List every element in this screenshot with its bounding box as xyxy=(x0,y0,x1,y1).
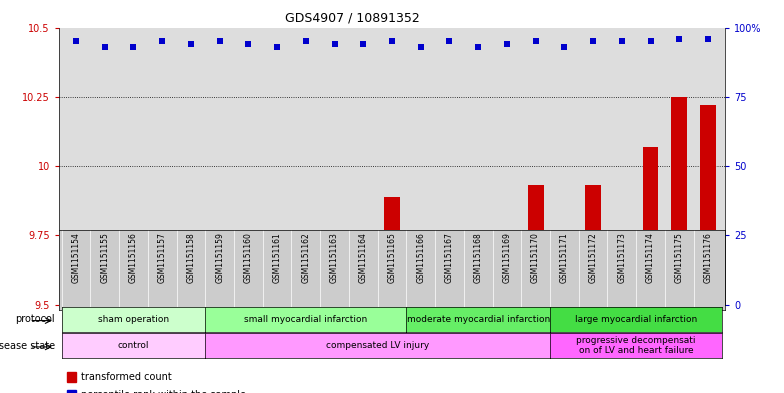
Text: GSM1151167: GSM1151167 xyxy=(445,232,454,283)
Text: GSM1151162: GSM1151162 xyxy=(301,232,310,283)
Text: sham operation: sham operation xyxy=(98,315,169,324)
Text: GSM1151173: GSM1151173 xyxy=(617,232,626,283)
Bar xyxy=(671,97,687,305)
Point xyxy=(586,38,599,44)
Bar xyxy=(241,244,256,305)
Bar xyxy=(585,185,601,305)
Bar xyxy=(700,105,716,305)
Text: GSM1151174: GSM1151174 xyxy=(646,232,655,283)
Bar xyxy=(125,283,141,305)
Bar xyxy=(183,268,199,305)
Point xyxy=(99,44,111,50)
Text: GSM1151163: GSM1151163 xyxy=(330,232,339,283)
Text: GSM1151160: GSM1151160 xyxy=(244,232,253,283)
Point xyxy=(213,38,226,44)
Text: small myocardial infarction: small myocardial infarction xyxy=(244,315,368,324)
Bar xyxy=(614,235,630,305)
Text: GDS4907 / 10891352: GDS4907 / 10891352 xyxy=(285,12,420,25)
Point xyxy=(156,38,169,44)
Point xyxy=(443,38,456,44)
Point xyxy=(270,44,283,50)
Text: GSM1151155: GSM1151155 xyxy=(100,232,109,283)
Text: GSM1151169: GSM1151169 xyxy=(503,232,511,283)
Point xyxy=(644,38,657,44)
Text: GSM1151171: GSM1151171 xyxy=(560,232,569,283)
Point xyxy=(615,38,628,44)
Point xyxy=(70,38,82,44)
Point xyxy=(328,41,341,47)
Text: GSM1151175: GSM1151175 xyxy=(675,232,684,283)
Bar xyxy=(355,255,371,305)
Text: progressive decompensati
on of LV and heart failure: progressive decompensati on of LV and he… xyxy=(576,336,696,355)
Point xyxy=(415,44,427,50)
Point xyxy=(185,41,198,47)
Bar xyxy=(470,283,486,305)
Text: GSM1151158: GSM1151158 xyxy=(187,232,195,283)
Point xyxy=(529,38,542,44)
Point xyxy=(357,41,369,47)
Bar xyxy=(154,255,170,305)
Text: GSM1151170: GSM1151170 xyxy=(531,232,540,283)
Bar xyxy=(528,185,543,305)
Text: GSM1151159: GSM1151159 xyxy=(215,232,224,283)
Bar xyxy=(413,285,429,305)
Text: percentile rank within the sample: percentile rank within the sample xyxy=(81,390,245,393)
Bar xyxy=(97,274,113,305)
Text: GSM1151168: GSM1151168 xyxy=(474,232,483,283)
Point xyxy=(242,41,255,47)
Point xyxy=(386,38,398,44)
Point xyxy=(299,38,312,44)
Text: GSM1151165: GSM1151165 xyxy=(387,232,397,283)
Text: GSM1151172: GSM1151172 xyxy=(589,232,597,283)
Bar xyxy=(499,249,515,305)
Bar xyxy=(441,255,457,305)
Point xyxy=(702,35,714,42)
Point xyxy=(127,44,140,50)
Text: large myocardial infarction: large myocardial infarction xyxy=(575,315,697,324)
Bar xyxy=(298,235,314,305)
Point xyxy=(673,35,685,42)
Text: GSM1151156: GSM1151156 xyxy=(129,232,138,283)
Bar xyxy=(384,196,400,305)
Text: GSM1151166: GSM1151166 xyxy=(416,232,425,283)
Text: protocol: protocol xyxy=(15,314,55,324)
Bar xyxy=(327,268,343,305)
Text: compensated LV injury: compensated LV injury xyxy=(326,341,430,350)
Bar xyxy=(269,274,285,305)
Bar xyxy=(68,255,84,305)
Text: GSM1151176: GSM1151176 xyxy=(703,232,713,283)
Point xyxy=(501,41,514,47)
Text: moderate myocardial infarction: moderate myocardial infarction xyxy=(407,315,550,324)
Point xyxy=(472,44,485,50)
Point xyxy=(558,44,571,50)
Text: transformed count: transformed count xyxy=(81,372,172,382)
Text: GSM1151154: GSM1151154 xyxy=(71,232,81,283)
Bar xyxy=(643,147,659,305)
Text: GSM1151157: GSM1151157 xyxy=(158,232,167,283)
Text: disease state: disease state xyxy=(0,341,55,351)
Bar xyxy=(212,235,227,305)
Text: GSM1151161: GSM1151161 xyxy=(273,232,281,283)
Text: control: control xyxy=(118,341,149,350)
Bar xyxy=(557,277,572,305)
Text: GSM1151164: GSM1151164 xyxy=(359,232,368,283)
